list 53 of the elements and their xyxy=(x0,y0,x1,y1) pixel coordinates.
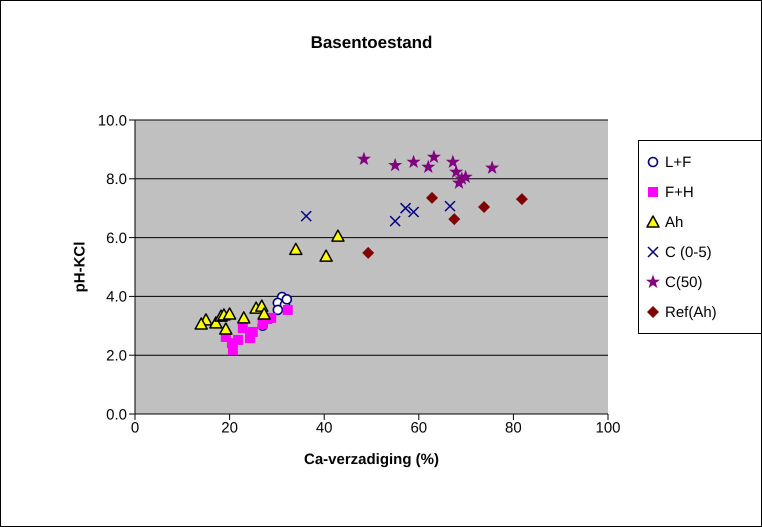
point xyxy=(516,193,528,206)
legend-label: C (0-5) xyxy=(665,244,712,260)
y-tick-label: 2.0 xyxy=(106,348,127,365)
point xyxy=(282,304,293,315)
legend-label: L+F xyxy=(665,154,692,170)
point xyxy=(300,210,312,222)
point xyxy=(194,317,208,330)
point xyxy=(357,152,370,165)
point xyxy=(237,311,251,324)
point xyxy=(248,326,258,337)
legend-label: F+H xyxy=(665,184,694,200)
x-axis-title: Ca-verzadiging (%) xyxy=(304,451,440,468)
point xyxy=(388,158,402,171)
point xyxy=(407,155,420,168)
point xyxy=(446,155,460,168)
x-tick-label: 80 xyxy=(505,420,522,437)
x-tick-label: 40 xyxy=(316,420,333,437)
x-tick-label: 100 xyxy=(595,420,621,437)
point xyxy=(319,249,333,262)
point xyxy=(486,161,499,174)
point xyxy=(478,201,490,214)
point xyxy=(362,246,374,259)
point xyxy=(389,215,401,227)
point xyxy=(427,150,440,163)
y-tick-label: 4.0 xyxy=(106,288,127,306)
point xyxy=(289,242,303,256)
point xyxy=(238,323,248,334)
chart-title: Basentoestand xyxy=(310,33,434,53)
y-tick-label: 8.0 xyxy=(106,171,127,188)
point xyxy=(422,160,435,173)
point xyxy=(448,213,460,226)
x-tick-label: 0 xyxy=(130,420,140,437)
point xyxy=(219,322,233,335)
point xyxy=(272,304,284,316)
point xyxy=(400,202,412,214)
x-tick-label: 20 xyxy=(221,420,238,437)
point xyxy=(222,307,236,320)
y-axis-title: pH-KCl xyxy=(71,242,88,292)
point xyxy=(331,229,345,242)
y-tick-label: 6.0 xyxy=(106,230,127,247)
y-tick-label: 10.0 xyxy=(98,112,127,130)
legend-label: Ref(Ah) xyxy=(665,304,717,320)
point xyxy=(426,192,438,204)
legend-label: Ah xyxy=(665,214,684,230)
point xyxy=(450,165,463,178)
x-tick-label: 60 xyxy=(410,420,428,437)
point xyxy=(257,307,271,320)
point xyxy=(408,206,420,218)
point xyxy=(282,294,292,305)
y-tick-label: 0.0 xyxy=(106,406,127,424)
legend-label: C(50) xyxy=(665,274,703,290)
point xyxy=(459,170,472,183)
point xyxy=(444,200,456,212)
